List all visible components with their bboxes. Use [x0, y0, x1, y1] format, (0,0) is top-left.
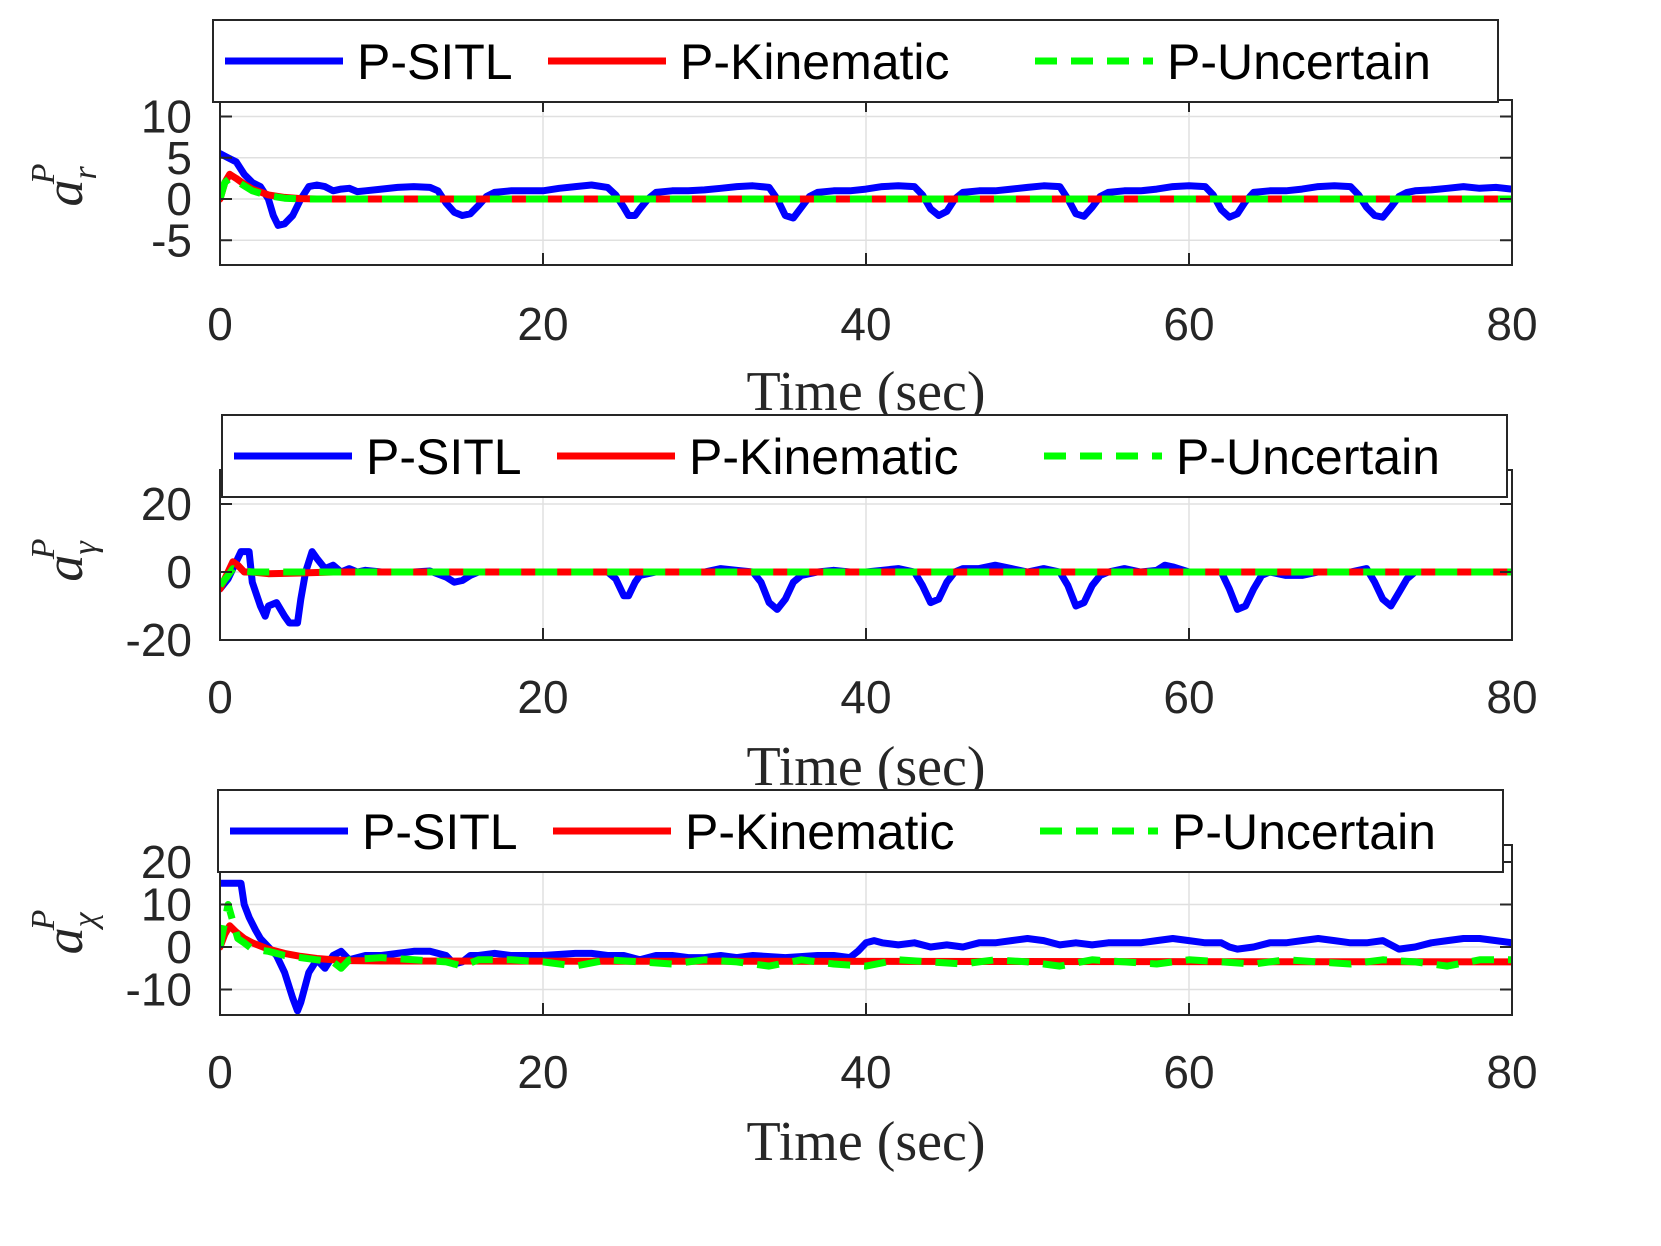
x-tick-label: 20	[517, 298, 568, 350]
y-tick-label: 10	[141, 879, 192, 931]
y-axis-label-base: a	[34, 927, 94, 954]
y-axis-label: aχP	[25, 910, 104, 955]
x-tick-label: 60	[1163, 1046, 1214, 1098]
legend-label-p-uncertain: P-Uncertain	[1176, 429, 1440, 485]
legend: P-SITL P-Kinematic P-Uncertain	[221, 414, 1508, 498]
y-axis-label: arP	[25, 163, 104, 206]
x-tick-label: 80	[1486, 671, 1537, 723]
y-tick-label: 20	[141, 478, 192, 530]
y-axis-label-sup: P	[25, 538, 62, 560]
x-tick-label: 0	[207, 298, 233, 350]
y-axis-label-base: a	[34, 555, 94, 582]
legend: P-SITL P-Kinematic P-Uncertain	[217, 789, 1504, 873]
legend-box	[212, 19, 1499, 103]
y-axis-label-sub: χ	[67, 911, 104, 930]
y-axis-label-sup: P	[25, 163, 62, 185]
series-line-p-uncertain	[220, 174, 1512, 203]
series-group	[220, 548, 1512, 627]
y-tick-label: 0	[166, 921, 192, 973]
y-tick-label: 0	[166, 546, 192, 598]
y-axis-label-sub: r	[67, 166, 104, 180]
x-tick-label: 0	[207, 1046, 233, 1098]
x-axis-label: Time (sec)	[746, 361, 985, 423]
y-axis-label-sup: P	[25, 910, 62, 932]
legend-label-p-uncertain: P-Uncertain	[1167, 34, 1431, 90]
legend-label-p-sitl: P-SITL	[357, 34, 513, 90]
y-tick-label: 0	[166, 173, 192, 225]
x-tick-label: 80	[1486, 1046, 1537, 1098]
series-group	[220, 150, 1512, 229]
legend-label-p-kinematic: P-Kinematic	[685, 804, 955, 860]
x-tick-label: 40	[840, 671, 891, 723]
y-tick-label: 20	[141, 836, 192, 888]
subplot-gamma: 0 20 40 60 80 -20 0 20 Time (sec) aγP P-SITL P-Kine…	[25, 414, 1538, 798]
x-tick-label: 20	[517, 1046, 568, 1098]
series-group	[220, 879, 1512, 1015]
y-axis-label: aγP	[25, 538, 104, 581]
x-tick-label: 60	[1163, 671, 1214, 723]
series-line-p-sitl	[220, 879, 1512, 1015]
y-tick-label: -10	[126, 964, 192, 1016]
x-axis-label: Time (sec)	[746, 1111, 985, 1173]
y-tick-label: 5	[166, 132, 192, 184]
legend-label-p-uncertain: P-Uncertain	[1172, 804, 1436, 860]
x-tick-label: 0	[207, 671, 233, 723]
legend-label-p-sitl: P-SITL	[366, 429, 522, 485]
y-tick-label: -20	[126, 614, 192, 666]
legend-box	[221, 414, 1508, 498]
y-tick-label: -5	[151, 214, 192, 266]
x-tick-label: 60	[1163, 298, 1214, 350]
legend-label-p-kinematic: P-Kinematic	[689, 429, 959, 485]
y-axis-label-sub: γ	[67, 540, 104, 555]
x-tick-label: 40	[840, 1046, 891, 1098]
series-line-p-uncertain	[220, 565, 1512, 588]
legend-box	[217, 789, 1504, 873]
x-tick-label: 80	[1486, 298, 1537, 350]
series-line-p-uncertain	[220, 901, 1512, 972]
x-tick-label: 40	[840, 298, 891, 350]
y-tick-label: 10	[141, 91, 192, 143]
legend: P-SITL P-Kinematic P-Uncertain	[212, 19, 1499, 103]
legend-label-p-sitl: P-SITL	[362, 804, 518, 860]
x-axis-label: Time (sec)	[746, 736, 985, 798]
x-tick-label: 20	[517, 671, 568, 723]
legend-label-p-kinematic: P-Kinematic	[680, 34, 950, 90]
y-axis-label-base: a	[34, 180, 94, 207]
